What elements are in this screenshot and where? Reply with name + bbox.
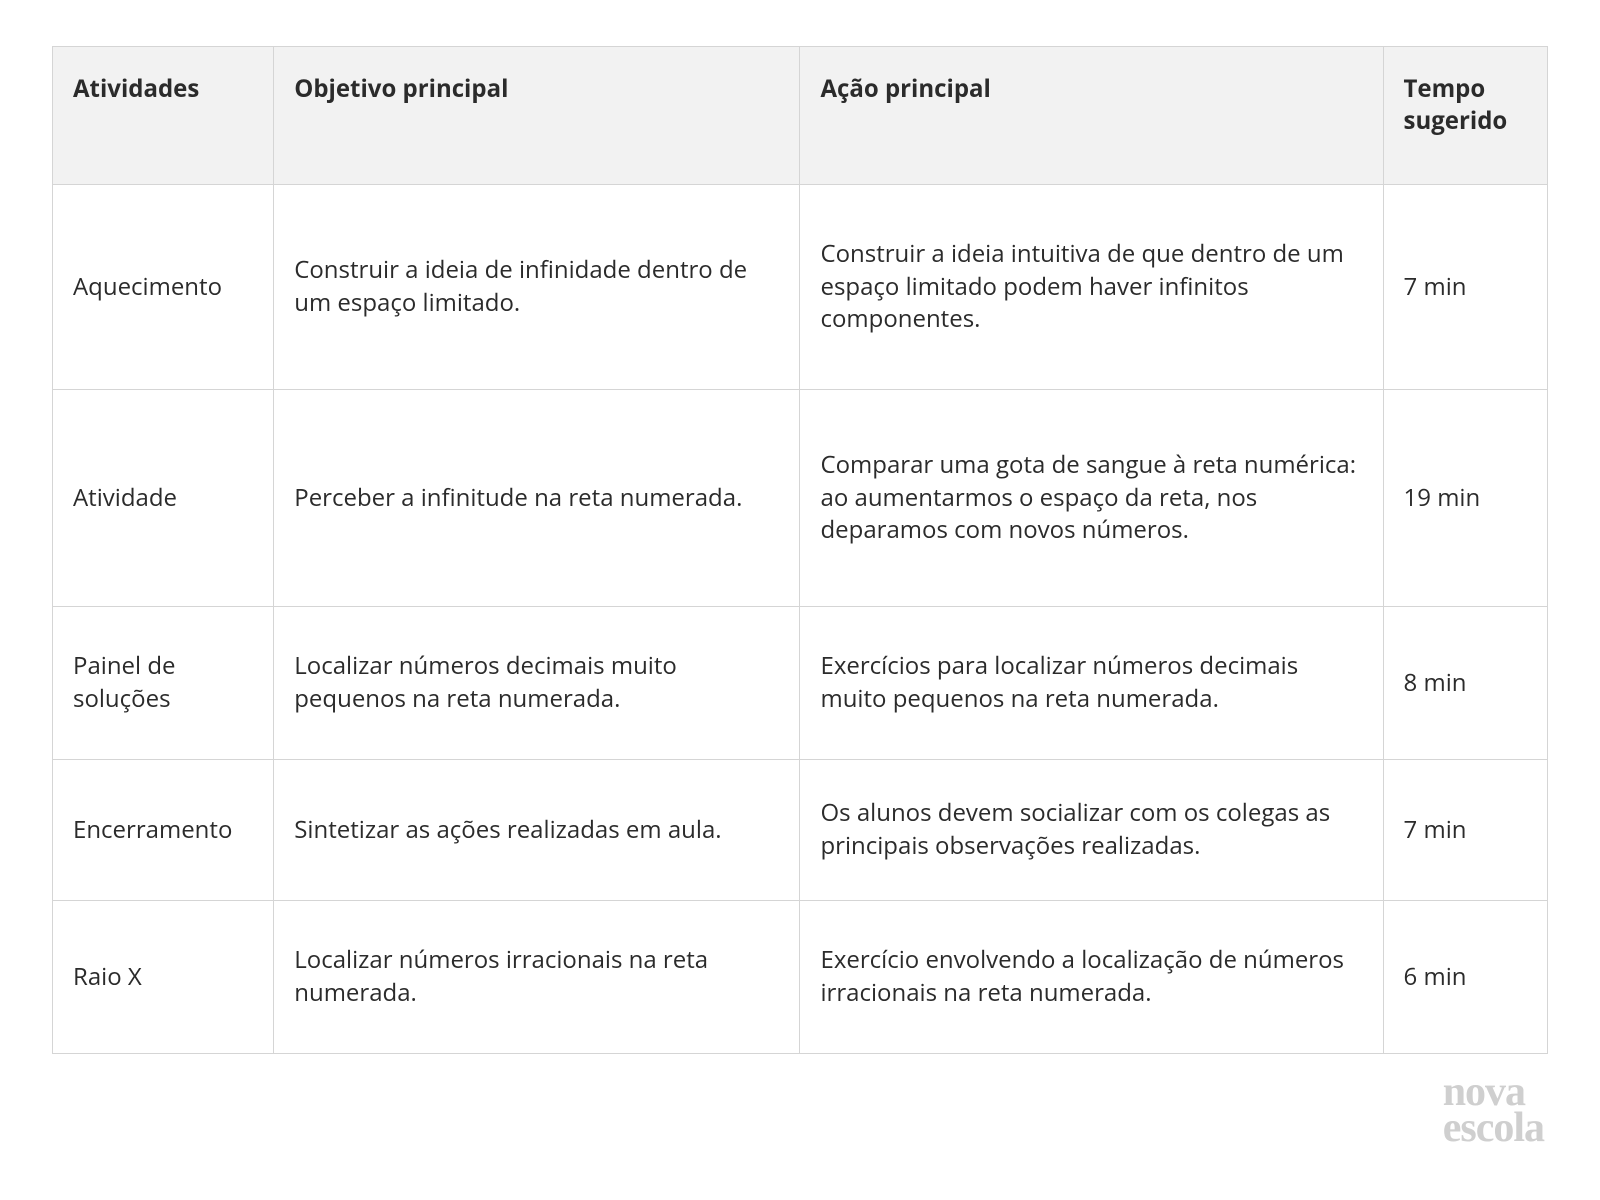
table-row: Raio X Localizar números irracionais na … [53, 900, 1548, 1053]
table-header-row: Atividades Objetivo principal Ação princ… [53, 47, 1548, 185]
cell-objective: Localizar números decimais muito pequeno… [274, 606, 800, 759]
cell-time: 7 min [1383, 759, 1547, 900]
cell-objective: Sintetizar as ações realizadas em aula. [274, 759, 800, 900]
cell-activity: Encerramento [53, 759, 274, 900]
cell-time: 8 min [1383, 606, 1547, 759]
col-header-objective: Objetivo principal [274, 47, 800, 185]
cell-activity: Atividade [53, 389, 274, 606]
table-row: Atividade Perceber a infinitude na reta … [53, 389, 1548, 606]
lesson-plan-table: Atividades Objetivo principal Ação princ… [52, 46, 1548, 1054]
cell-action: Construir a ideia intuitiva de que dentr… [800, 184, 1383, 389]
table-row: Painel de soluções Localizar números dec… [53, 606, 1548, 759]
cell-time: 7 min [1383, 184, 1547, 389]
logo-line2: escola [1443, 1110, 1544, 1146]
cell-action: Exercícios para localizar números decima… [800, 606, 1383, 759]
cell-action: Exercício envolvendo a localização de nú… [800, 900, 1383, 1053]
col-header-time: Tempo sugerido [1383, 47, 1547, 185]
table-row: Encerramento Sintetizar as ações realiza… [53, 759, 1548, 900]
cell-activity: Raio X [53, 900, 274, 1053]
nova-escola-logo: nova escola [1443, 1074, 1544, 1146]
cell-objective: Construir a ideia de infinidade dentro d… [274, 184, 800, 389]
cell-objective: Localizar números irracionais na reta nu… [274, 900, 800, 1053]
cell-activity: Painel de soluções [53, 606, 274, 759]
cell-action: Os alunos devem socializar com os colega… [800, 759, 1383, 900]
cell-time: 6 min [1383, 900, 1547, 1053]
cell-activity: Aquecimento [53, 184, 274, 389]
cell-time: 19 min [1383, 389, 1547, 606]
table-row: Aquecimento Construir a ideia de infinid… [53, 184, 1548, 389]
cell-action: Comparar uma gota de sangue à reta numér… [800, 389, 1383, 606]
col-header-action: Ação principal [800, 47, 1383, 185]
cell-objective: Perceber a infinitude na reta numerada. [274, 389, 800, 606]
col-header-activities: Atividades [53, 47, 274, 185]
